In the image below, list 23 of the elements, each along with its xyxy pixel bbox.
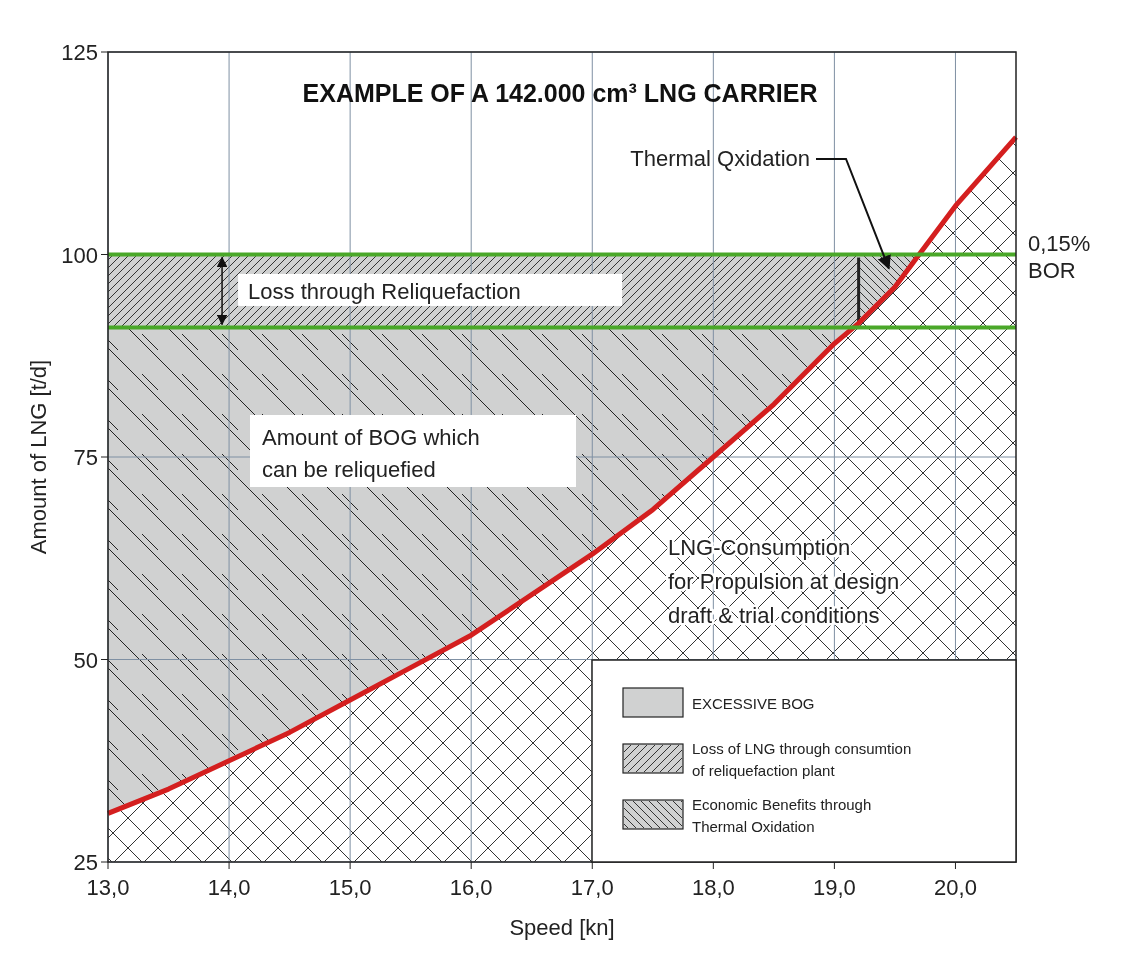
y-tick-label: 75 bbox=[73, 445, 98, 470]
x-tick-label: 15,0 bbox=[328, 875, 372, 900]
x-tick-label: 20,0 bbox=[934, 875, 977, 900]
annotation: Amount of BOG which can be reliquefied bbox=[262, 425, 480, 482]
legend-label: Economic Benefits through Thermal Oxidation bbox=[692, 796, 872, 835]
x-tick-label: 17,0 bbox=[570, 875, 614, 900]
x-tick-label: 14,0 bbox=[207, 875, 251, 900]
text: EXAMPLE OF A 142.000 cm³ LNG CARRIER bbox=[302, 79, 818, 107]
y-axis-title: Amount of LNG [t/d] bbox=[26, 359, 51, 555]
legend-label: EXCESSIVE BOG bbox=[692, 695, 815, 712]
x-tick-label: 13,0 bbox=[86, 875, 130, 900]
y-tick-label: 50 bbox=[73, 647, 98, 673]
y-tick-label: 100 bbox=[61, 242, 98, 268]
annotation: Thermal Qxidation bbox=[630, 146, 810, 171]
y-tick-label: 125 bbox=[61, 40, 98, 65]
ref-line-label: 0,15% BOR bbox=[1028, 230, 1091, 283]
x-axis-title: Speed [kn] bbox=[509, 915, 615, 940]
x-tick-label: 19,0 bbox=[812, 875, 856, 900]
x-tick-label: 18,0 bbox=[691, 875, 735, 900]
y-tick-label: 25 bbox=[73, 850, 98, 875]
legend-label: Loss of LNG through consumtion of reliquefaction plant bbox=[692, 740, 912, 779]
annotation: Loss through Reliquefaction bbox=[248, 278, 521, 304]
x-tick-label: 16,0 bbox=[449, 875, 493, 900]
